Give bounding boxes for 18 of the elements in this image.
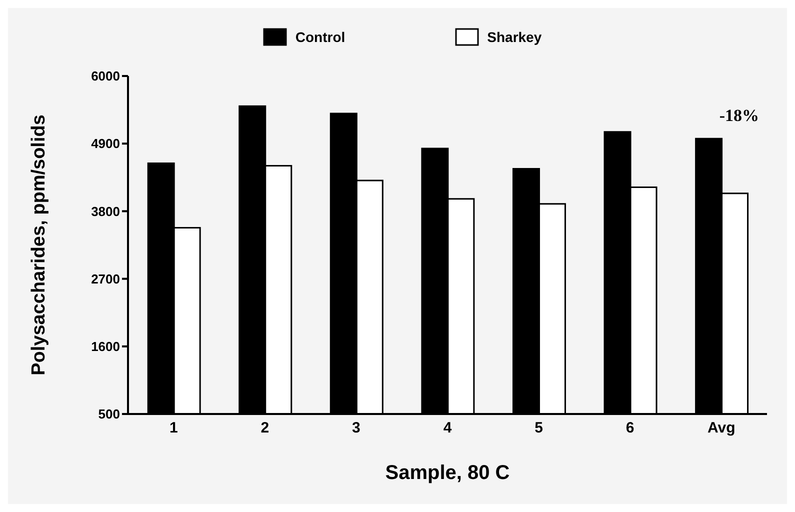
y-tick-label: 6000 — [91, 68, 120, 84]
y-tick-label: 3800 — [91, 204, 120, 219]
x-tick-label: 6 — [626, 420, 634, 437]
legend-label: Sharkey — [487, 29, 542, 45]
x-tick-label: 1 — [169, 420, 178, 437]
x-tick-label: 2 — [260, 420, 270, 437]
legend-label: Control — [295, 29, 346, 45]
y-tick-label: 2700 — [91, 271, 120, 286]
x-axis-title: Sample, 80 C — [385, 462, 510, 484]
x-tick-label: 3 — [352, 420, 360, 437]
y-axis-title: Polysaccharides, ppm/solids — [28, 114, 50, 376]
y-tick-label: 4900 — [91, 136, 120, 152]
x-tick-label: Avg — [707, 420, 736, 437]
y-tick-label: 1600 — [91, 339, 120, 354]
y-tick-label: 500 — [98, 406, 120, 422]
x-tick-label: 5 — [534, 420, 543, 437]
x-tick-label: 4 — [443, 420, 452, 437]
annotation: -18% — [719, 106, 759, 126]
